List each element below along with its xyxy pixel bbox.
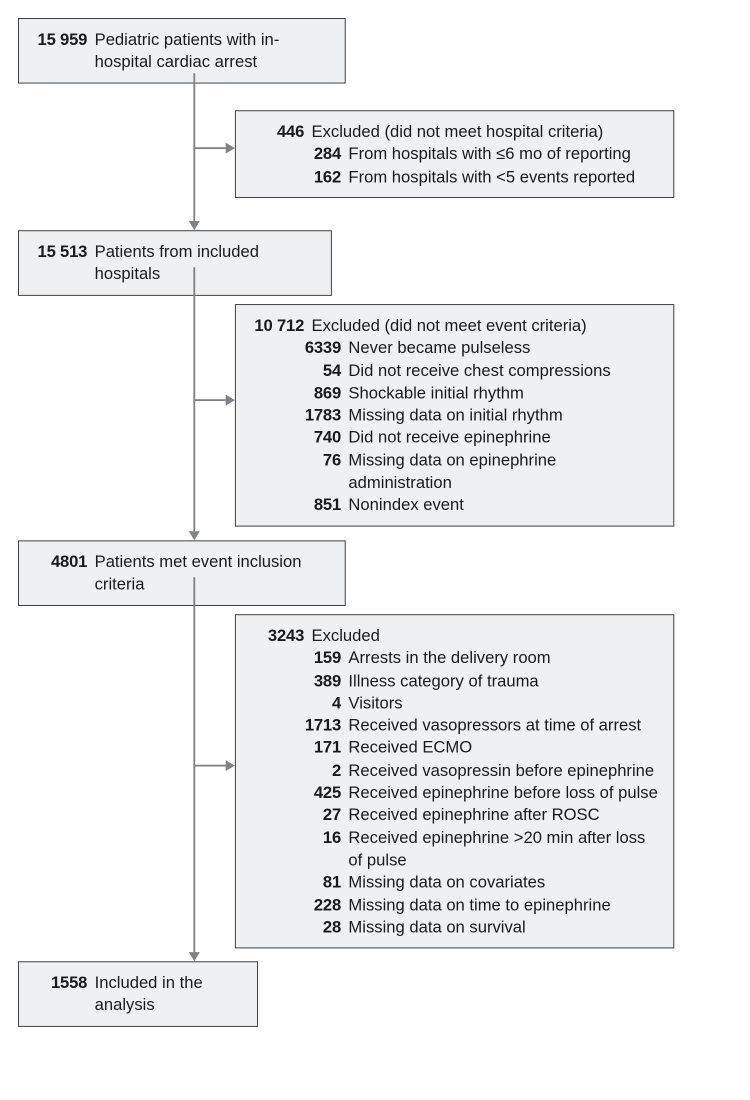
label-b4: Included in the analysis — [95, 971, 245, 1016]
excl2-items-label: Did not receive epinephrine — [348, 426, 660, 448]
excl3-items-n: 171 — [245, 737, 348, 759]
excl3-items-n: 1713 — [245, 714, 348, 736]
excl3-items-row: 28Missing data on survival — [245, 916, 660, 938]
box-exclusion-other: 3243 Excluded 159Arrests in the delivery… — [235, 614, 674, 948]
excl2-items-label: Never became pulseless — [348, 337, 660, 359]
excl3-items-n: 28 — [245, 916, 348, 938]
excl3-items-label: Illness category of trauma — [348, 669, 660, 691]
excl1-items: 284From hospitals with ≤6 mo of reportin… — [245, 143, 660, 188]
box-exclusion-hospital: 446 Excluded (did not meet hospital crit… — [235, 110, 674, 198]
excl2-items-label: Missing data on initial rhythm — [348, 404, 660, 426]
excl2-items-row: 6339Never became pulseless — [245, 337, 660, 359]
excl3-items-n: 159 — [245, 647, 348, 669]
excl2-items-n: 740 — [245, 426, 348, 448]
excl3-items-label: Missing data on covariates — [348, 871, 660, 893]
excl3-items-label: Missing data on time to epinephrine — [348, 894, 660, 916]
excl3-items-row: 81Missing data on covariates — [245, 871, 660, 893]
excl3-items-label: Arrests in the delivery room — [348, 647, 660, 669]
excl2-items-row: 1783Missing data on initial rhythm — [245, 404, 660, 426]
box-initial-cohort: 15 959 Pediatric patients with in-hospit… — [18, 18, 346, 83]
label-excl2: Excluded (did not meet event criteria) — [312, 314, 661, 336]
arrow-down-2 — [189, 531, 200, 540]
label-excl3: Excluded — [312, 624, 661, 646]
excl3-items-row: 228Missing data on time to epinephrine — [245, 894, 660, 916]
excl3-items-row: 425Received epinephrine before loss of p… — [245, 781, 660, 803]
excl2-items-n: 1783 — [245, 404, 348, 426]
arrow-right-3 — [226, 760, 235, 771]
label-b3: Patients met event inclusion criteria — [95, 551, 332, 596]
n-excl2: 10 712 — [245, 314, 311, 336]
excl2-items-label: Nonindex event — [348, 494, 660, 516]
connector-h1 — [193, 147, 226, 149]
arrow-right-1 — [226, 143, 235, 154]
excl3-items: 159Arrests in the delivery room389Illnes… — [245, 647, 660, 939]
excl3-items-n: 389 — [245, 669, 348, 691]
excl2-items-n: 76 — [245, 449, 348, 471]
label-excl1: Excluded (did not meet hospital criteria… — [312, 120, 661, 142]
excl2-items-n: 869 — [245, 382, 348, 404]
excl1-items-n: 162 — [245, 165, 348, 187]
n-initial: 15 959 — [28, 28, 94, 50]
box-included-hospitals: 15 513 Patients from included hospitals — [18, 230, 332, 295]
box-met-criteria: 4801 Patients met event inclusion criter… — [18, 540, 346, 605]
excl2-items-row: 869Shockable initial rhythm — [245, 382, 660, 404]
excl3-items-n: 228 — [245, 894, 348, 916]
excl3-items-label: Received epinephrine after ROSC — [348, 804, 660, 826]
excl3-items-label: Visitors — [348, 692, 660, 714]
excl2-items-n: 54 — [245, 359, 348, 381]
excl3-items-row: 4Visitors — [245, 692, 660, 714]
excl3-items-n: 4 — [245, 692, 348, 714]
excl3-items-label: Received ECMO — [348, 737, 660, 759]
excl2-items-n: 6339 — [245, 337, 348, 359]
excl1-items-n: 284 — [245, 143, 348, 165]
excl2-items: 6339Never became pulseless54Did not rece… — [245, 337, 660, 516]
excl3-items-row: 159Arrests in the delivery room — [245, 647, 660, 669]
excl2-items-label: Did not receive chest compressions — [348, 359, 660, 381]
excl2-items-row: 54Did not receive chest compressions — [245, 359, 660, 381]
excl3-items-row: 2Received vasopressin before epinephrine — [245, 759, 660, 781]
arrow-right-2 — [226, 395, 235, 406]
label-initial: Pediatric patients with in-hospital card… — [95, 28, 332, 73]
excl1-items-label: From hospitals with <5 events reported — [348, 165, 660, 187]
consort-flowchart: 15 959 Pediatric patients with in-hospit… — [18, 18, 677, 1000]
n-b4: 1558 — [28, 971, 94, 993]
box-exclusion-event: 10 712 Excluded (did not meet event crit… — [235, 304, 674, 526]
excl3-items-label: Received vasopressin before epinephrine — [348, 759, 660, 781]
excl3-items-n: 81 — [245, 871, 348, 893]
excl3-items-n: 2 — [245, 759, 348, 781]
excl2-items-label: Shockable initial rhythm — [348, 382, 660, 404]
n-excl1: 446 — [245, 120, 311, 142]
excl3-items-row: 27Received epinephrine after ROSC — [245, 804, 660, 826]
box-final-analysis: 1558 Included in the analysis — [18, 961, 258, 1026]
excl2-items-n: 851 — [245, 494, 348, 516]
excl1-items-row: 162From hospitals with <5 events reporte… — [245, 165, 660, 187]
label-b2: Patients from included hospitals — [95, 240, 318, 285]
excl3-items-label: Received vasopressors at time of arrest — [348, 714, 660, 736]
excl3-items-n: 425 — [245, 781, 348, 803]
excl3-items-label: Received epinephrine before loss of puls… — [348, 781, 660, 803]
excl3-items-row: 171Received ECMO — [245, 737, 660, 759]
excl3-items-row: 389Illness category of trauma — [245, 669, 660, 691]
n-b3: 4801 — [28, 551, 94, 573]
excl1-items-label: From hospitals with ≤6 mo of reporting — [348, 143, 660, 165]
excl2-items-label: Missing data on epinephrine administrati… — [348, 449, 660, 494]
excl3-items-n: 16 — [245, 826, 348, 848]
n-b2: 15 513 — [28, 240, 94, 262]
arrow-down-3 — [189, 952, 200, 961]
arrow-down-1 — [189, 221, 200, 230]
excl2-items-row: 76Missing data on epinephrine administra… — [245, 449, 660, 494]
excl3-items-label: Received epinephrine >20 min after loss … — [348, 826, 660, 871]
excl1-items-row: 284From hospitals with ≤6 mo of reportin… — [245, 143, 660, 165]
excl3-items-row: 1713Received vasopressors at time of arr… — [245, 714, 660, 736]
excl2-items-row: 851Nonindex event — [245, 494, 660, 516]
excl3-items-n: 27 — [245, 804, 348, 826]
excl3-items-row: 16Received epinephrine >20 min after los… — [245, 826, 660, 871]
connector-h3 — [193, 765, 226, 767]
n-excl3: 3243 — [245, 624, 311, 646]
connector-h2 — [193, 399, 226, 401]
excl3-items-label: Missing data on survival — [348, 916, 660, 938]
excl2-items-row: 740Did not receive epinephrine — [245, 426, 660, 448]
